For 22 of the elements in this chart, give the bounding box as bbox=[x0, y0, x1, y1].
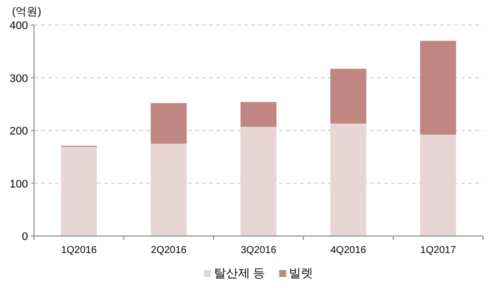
bar bbox=[150, 103, 187, 144]
legend-label: 탈산제 등 bbox=[214, 266, 266, 280]
legend-label: 빌렛 bbox=[289, 266, 314, 280]
bar bbox=[420, 134, 456, 236]
y-axis-title: (억원) bbox=[12, 6, 42, 18]
x-tick-label: 2Q2016 bbox=[150, 245, 187, 256]
bar bbox=[240, 102, 276, 127]
y-tick-label: 400 bbox=[10, 20, 28, 32]
y-tick-label: 300 bbox=[10, 72, 28, 85]
y-tick-label: 200 bbox=[10, 126, 28, 138]
bar bbox=[330, 124, 366, 236]
x-tick-label: 3Q2016 bbox=[240, 245, 277, 256]
x-tick-label: 1Q2017 bbox=[420, 245, 456, 256]
bar bbox=[420, 40, 456, 135]
x-tick-label: 1Q2016 bbox=[61, 245, 98, 256]
x-tick-label: 4Q2016 bbox=[330, 245, 367, 256]
y-tick-label: 0 bbox=[22, 231, 28, 243]
bar bbox=[240, 126, 276, 236]
bar bbox=[150, 144, 187, 236]
bar bbox=[330, 68, 366, 124]
bar bbox=[60, 146, 97, 236]
y-tick-label: 100 bbox=[10, 178, 28, 190]
